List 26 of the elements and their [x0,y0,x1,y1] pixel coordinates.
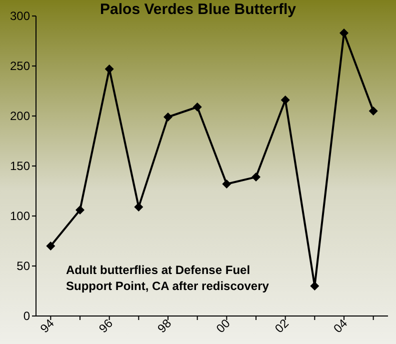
point [252,172,260,182]
annotation: Adult butterflies at Defense Fuel Support Point, CA after rediscovery [66,263,270,293]
x-tick-label: 02 [272,316,292,336]
y-tick-label: 250 [10,59,30,73]
point [340,28,348,38]
x-tick-label: 94 [37,316,58,336]
y-tick-label: 300 [10,9,30,23]
point [310,282,320,290]
y-tick-label: 100 [10,209,30,223]
point [368,106,378,116]
x-tick-label: 98 [154,316,174,336]
y-tick-label: 0 [23,309,30,323]
point [280,96,290,104]
point [134,202,144,212]
y-tick-label: 50 [16,259,30,273]
x-tick-label: 00 [213,316,234,336]
point [76,206,84,214]
chart-title: Palos Verdes Blue Butterfly [100,1,297,18]
x-tick-label: 04 [330,316,350,336]
y-tick-label: 200 [10,109,30,123]
x-tick-label: 96 [96,316,116,336]
point [46,242,56,250]
point [192,102,202,112]
point [164,112,172,122]
point [222,180,232,188]
y-tick-label: 150 [10,159,30,173]
